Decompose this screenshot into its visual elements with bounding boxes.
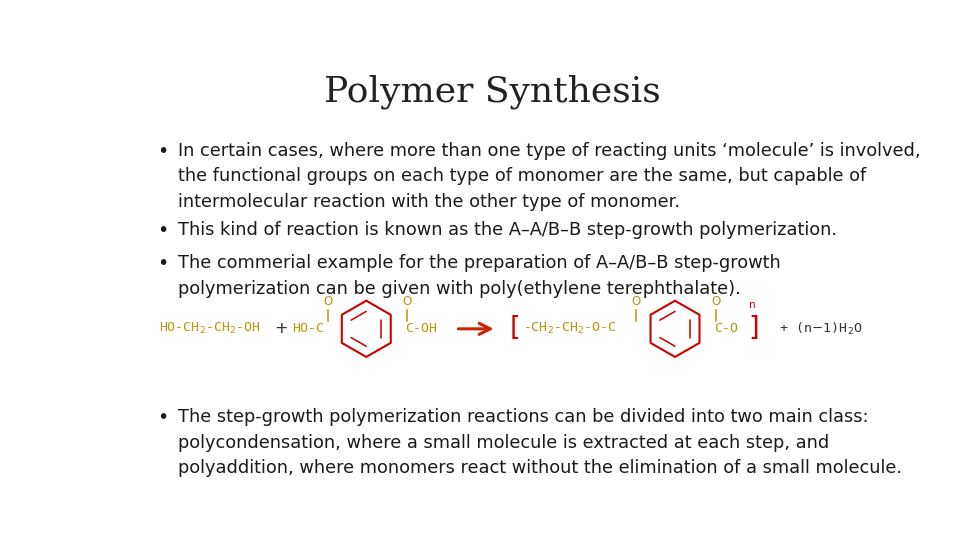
Text: Polymer Synthesis: Polymer Synthesis xyxy=(324,75,660,109)
Text: + (n$-$1)H$_2$O: + (n$-$1)H$_2$O xyxy=(764,321,863,337)
Text: ]: ] xyxy=(748,315,758,341)
Text: HO-C: HO-C xyxy=(293,322,324,335)
Text: O: O xyxy=(711,295,721,308)
Text: The step-growth polymerization reactions can be divided into two main class:
pol: The step-growth polymerization reactions… xyxy=(178,408,902,477)
Text: •: • xyxy=(157,408,168,427)
Text: •: • xyxy=(157,221,168,240)
Text: In certain cases, where more than one type of reacting units ‘molecule’ is invol: In certain cases, where more than one ty… xyxy=(178,141,921,211)
Text: O: O xyxy=(323,295,332,308)
Text: O: O xyxy=(632,295,641,308)
Text: O: O xyxy=(402,295,412,308)
Text: The commerial example for the preparation of A–A/B–B step-growth
polymerization : The commerial example for the preparatio… xyxy=(178,254,780,298)
Text: +: + xyxy=(275,321,288,336)
Text: C-O: C-O xyxy=(713,322,737,335)
Text: •: • xyxy=(157,141,168,161)
Text: HO-CH$_2$-CH$_2$-OH: HO-CH$_2$-CH$_2$-OH xyxy=(158,321,260,336)
Text: n: n xyxy=(750,300,756,310)
Text: [: [ xyxy=(510,315,520,341)
Text: -CH$_2$-CH$_2$-O-C: -CH$_2$-CH$_2$-O-C xyxy=(523,321,616,336)
Text: This kind of reaction is known as the A–A/B–B step-growth polymerization.: This kind of reaction is known as the A–… xyxy=(178,221,837,239)
Text: •: • xyxy=(157,254,168,273)
Text: C-OH: C-OH xyxy=(405,322,437,335)
